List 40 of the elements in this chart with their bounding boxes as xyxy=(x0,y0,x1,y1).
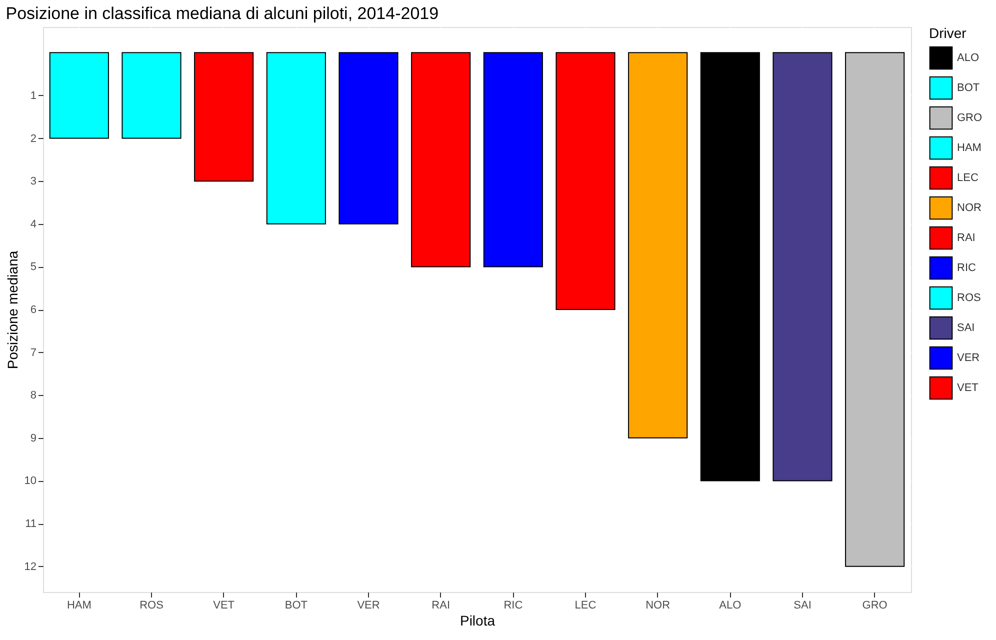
legend-label: GRO xyxy=(957,112,982,124)
y-tick-label: 6 xyxy=(30,304,36,316)
x-tick-label: RAI xyxy=(432,600,450,612)
x-tick-label: GRO xyxy=(862,600,888,612)
legend-label: ROS xyxy=(957,292,981,304)
y-tick-label: 8 xyxy=(30,390,36,402)
x-tick-label: BOT xyxy=(284,600,308,612)
x-tick-label: ROS xyxy=(140,600,164,612)
x-tick-label: ALO xyxy=(719,600,742,612)
legend-label: NOR xyxy=(957,202,982,214)
x-tick-label: VER xyxy=(357,600,380,612)
x-tick-label: HAM xyxy=(66,600,92,612)
legend-label: LEC xyxy=(957,172,978,184)
y-tick-label: 1 xyxy=(30,90,36,102)
legend-label: HAM xyxy=(957,142,982,154)
x-tick-label: VET xyxy=(213,600,235,612)
y-tick-label: 5 xyxy=(30,261,36,274)
legend-label: VER xyxy=(957,352,980,364)
x-tick-label: RIC xyxy=(504,600,523,612)
y-axis-title: Posizione mediana xyxy=(4,250,20,370)
y-tick-label: 11 xyxy=(25,518,36,530)
x-tick-label: LEC xyxy=(574,600,596,612)
legend-title: Driver xyxy=(929,25,967,41)
y-tick-label: 10 xyxy=(24,475,36,488)
y-tick-label: 4 xyxy=(30,218,36,230)
x-tick-label: NOR xyxy=(646,600,670,612)
legend-label: SAI xyxy=(957,322,975,334)
y-tick-label: 2 xyxy=(30,132,36,145)
legend-label: VET xyxy=(957,382,979,394)
y-tick-label: 3 xyxy=(30,176,36,188)
y-tick-label: 7 xyxy=(30,346,36,359)
y-tick-label: 9 xyxy=(30,432,36,444)
legend-label: BOT xyxy=(957,82,980,94)
y-tick-label: 12 xyxy=(24,560,36,573)
legend-label: RIC xyxy=(957,262,976,274)
x-tick-label: SAI xyxy=(794,600,812,612)
chart-title: Posizione in classifica mediana di alcuni piloti, 2014-2019 xyxy=(6,4,439,23)
x-axis-title: Pilota xyxy=(460,612,496,628)
legend-label: ALO xyxy=(957,52,980,64)
legend-label: RAI xyxy=(957,232,976,244)
